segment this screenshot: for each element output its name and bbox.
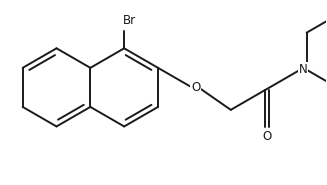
Text: O: O	[191, 81, 200, 94]
Text: Br: Br	[123, 14, 136, 27]
Text: O: O	[263, 130, 272, 143]
Text: N: N	[299, 63, 307, 76]
